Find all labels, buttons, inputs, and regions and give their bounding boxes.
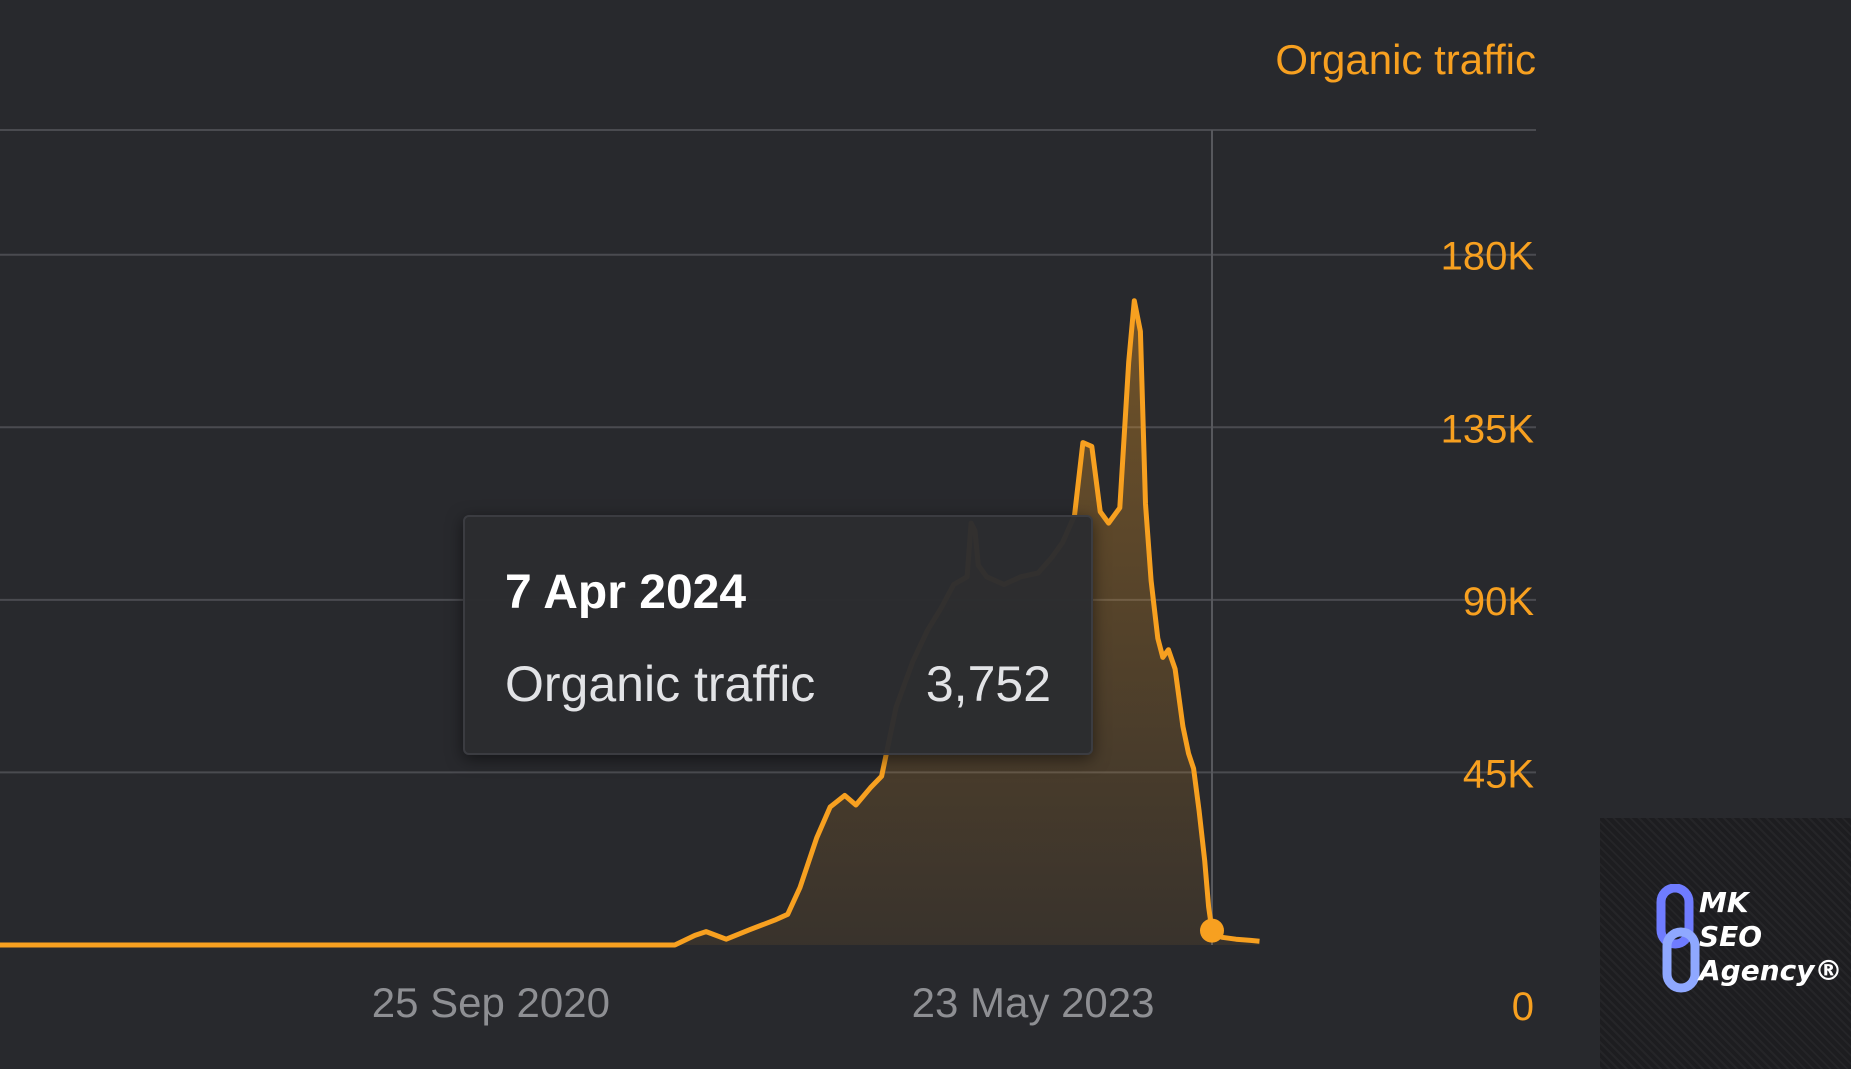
watermark-text: MK SEO Agency® xyxy=(1699,886,1843,988)
watermark-line-1: MK xyxy=(1699,886,1749,919)
series-title: Organic traffic xyxy=(1275,36,1536,83)
tooltip-series-value: 3,752 xyxy=(925,656,1051,712)
data-tooltip: 7 Apr 2024 Organic traffic 3,752 xyxy=(463,515,1093,755)
tooltip-date: 7 Apr 2024 xyxy=(505,566,747,619)
watermark-line-3: Agency® xyxy=(1699,954,1843,987)
tooltip-row: Organic traffic 3,752 xyxy=(505,655,1051,715)
hover-point-marker xyxy=(1200,918,1224,943)
traffic-area-fill xyxy=(0,300,1260,945)
watermark-logo: MK SEO Agency® xyxy=(1600,818,1851,1069)
x-tick-label: 23 May 2023 xyxy=(912,979,1155,1026)
y-axis-ticks: 180K 135K 90K 45K 0 xyxy=(1441,235,1535,1029)
y-tick-label: 180K xyxy=(1441,235,1535,279)
x-tick-label: 25 Sep 2020 xyxy=(372,979,610,1026)
watermark-line-2: SEO xyxy=(1699,920,1763,953)
y-tick-label: 135K xyxy=(1441,407,1535,451)
tooltip-series-label: Organic traffic xyxy=(505,656,816,712)
y-tick-label: 0 xyxy=(1512,985,1534,1029)
y-tick-label: 45K xyxy=(1463,752,1534,796)
x-axis-ticks: 25 Sep 2020 23 May 2023 xyxy=(372,979,1155,1026)
y-tick-label: 90K xyxy=(1463,580,1534,624)
organic-traffic-chart: 180K 135K 90K 45K 0 25 Sep 2020 23 May 2023 O… xyxy=(0,36,1536,1029)
chain-link-icon xyxy=(1656,884,1700,993)
